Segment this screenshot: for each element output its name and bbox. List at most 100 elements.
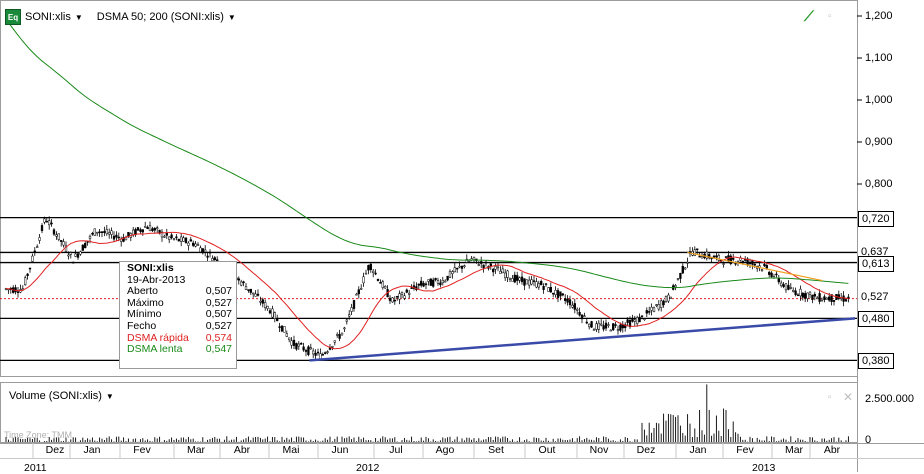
candle-body xyxy=(52,229,56,235)
volume-y-label: 0 xyxy=(865,434,872,446)
candle-body xyxy=(652,307,656,312)
y-tick-label: 1,000 xyxy=(865,94,893,106)
candle-body xyxy=(348,314,351,317)
volume-maximize-icon[interactable]: ▫ xyxy=(828,392,832,403)
candle-body xyxy=(513,274,516,283)
candle-body xyxy=(686,262,689,264)
candle-body xyxy=(199,247,202,253)
candle-body xyxy=(417,283,420,286)
candle-body xyxy=(76,253,80,258)
candle-body xyxy=(818,293,821,302)
candle-body xyxy=(434,277,437,281)
trend-tool-icon[interactable]: ⟋ xyxy=(804,8,814,24)
candle-body xyxy=(273,312,276,319)
candle-body xyxy=(842,295,845,302)
candle-body xyxy=(504,272,507,279)
x-month-label: Jul xyxy=(389,444,403,456)
candle-body xyxy=(252,292,255,295)
candle-body xyxy=(794,290,797,295)
candle-body xyxy=(208,251,212,254)
candle-body xyxy=(573,303,576,310)
candle-body xyxy=(643,318,646,320)
candle-body xyxy=(127,231,130,237)
candle-body xyxy=(283,326,286,333)
timezone-watermark: Time Zone: TMM xyxy=(4,430,73,440)
candle-body xyxy=(28,267,32,270)
candle-body xyxy=(321,354,324,356)
candle-body xyxy=(297,343,300,347)
candle-body xyxy=(808,291,812,295)
tooltip-value: 0,574 xyxy=(205,331,232,344)
candle-body xyxy=(261,299,264,304)
indicator-dropdown-icon[interactable]: ▼ xyxy=(227,12,236,22)
volume-y-label: 2.500.000 xyxy=(865,393,914,405)
candle-body xyxy=(650,306,653,311)
candle-body xyxy=(112,235,116,240)
candle-body xyxy=(676,278,680,280)
volume-dropdown-icon[interactable]: ▼ xyxy=(105,391,114,401)
candle-body xyxy=(384,286,387,289)
candle-body xyxy=(424,283,428,286)
candle-body xyxy=(163,236,166,238)
x-month-label: Jun xyxy=(331,444,349,456)
x-month-label: Out xyxy=(538,444,556,456)
candle-body xyxy=(81,244,84,251)
candle-body xyxy=(453,267,456,273)
candle-body xyxy=(26,273,29,276)
candle-body xyxy=(187,242,190,246)
candle-body xyxy=(444,280,447,283)
candle-body xyxy=(571,304,574,308)
candle-body xyxy=(88,235,92,239)
candle-body xyxy=(799,288,802,297)
candle-body xyxy=(636,317,639,324)
tooltip-row-fast-ma: DSMA rápida 0,574 xyxy=(127,331,236,345)
candle-body xyxy=(669,296,672,299)
candle-body xyxy=(537,283,540,288)
candle-body xyxy=(828,296,831,301)
price-level-box: 0,720 xyxy=(858,211,894,227)
candle-body xyxy=(60,240,63,242)
candle-body xyxy=(465,258,468,263)
candle-body xyxy=(823,296,826,300)
candle-body xyxy=(336,334,339,336)
candle-body xyxy=(98,231,101,233)
candle-body xyxy=(585,321,588,324)
slow-ma-line xyxy=(5,18,849,289)
candle-body xyxy=(292,339,296,346)
volume-panel-frame xyxy=(0,382,858,443)
price-level-box: 0,637 xyxy=(858,245,892,259)
candle-body xyxy=(264,302,267,308)
equity-icon[interactable]: Eq xyxy=(5,9,21,25)
candle-body xyxy=(708,254,711,259)
candle-body xyxy=(760,269,764,271)
candle-body xyxy=(153,227,156,231)
candle-body xyxy=(583,315,586,317)
candle-body xyxy=(249,288,252,293)
candle-body xyxy=(480,261,483,264)
candle-body xyxy=(664,296,668,302)
candle-body xyxy=(309,347,312,350)
candle-body xyxy=(69,252,72,255)
symbol-dropdown-icon[interactable]: ▼ xyxy=(74,12,83,22)
data-tooltip: SONI:xlis 19-Abr-2013 Aberto 0,507 Máximo… xyxy=(119,261,237,369)
indicator-label[interactable]: DSMA 50; 200 (SONI:xlis) xyxy=(96,11,224,23)
candle-body xyxy=(391,297,394,303)
candle-body xyxy=(254,293,257,297)
candle-body xyxy=(813,293,816,297)
candle-body xyxy=(552,292,555,295)
candle-body xyxy=(57,233,60,240)
volume-label[interactable]: Volume (SONI:xlis) xyxy=(9,390,102,402)
candle-body xyxy=(338,334,341,339)
candle-body xyxy=(139,229,142,232)
symbol-label[interactable]: SONI:xlis xyxy=(25,11,71,23)
candle-body xyxy=(780,282,783,286)
candle-body xyxy=(830,294,833,302)
candle-body xyxy=(352,300,356,309)
tooltip-title: SONI:xlis xyxy=(127,262,174,274)
candle-body xyxy=(100,231,104,233)
volume-close-icon[interactable]: ✕ xyxy=(843,390,854,404)
candle-body xyxy=(393,299,396,302)
maximize-panel-icon[interactable]: ▫ xyxy=(828,11,832,22)
candle-body xyxy=(93,228,96,236)
